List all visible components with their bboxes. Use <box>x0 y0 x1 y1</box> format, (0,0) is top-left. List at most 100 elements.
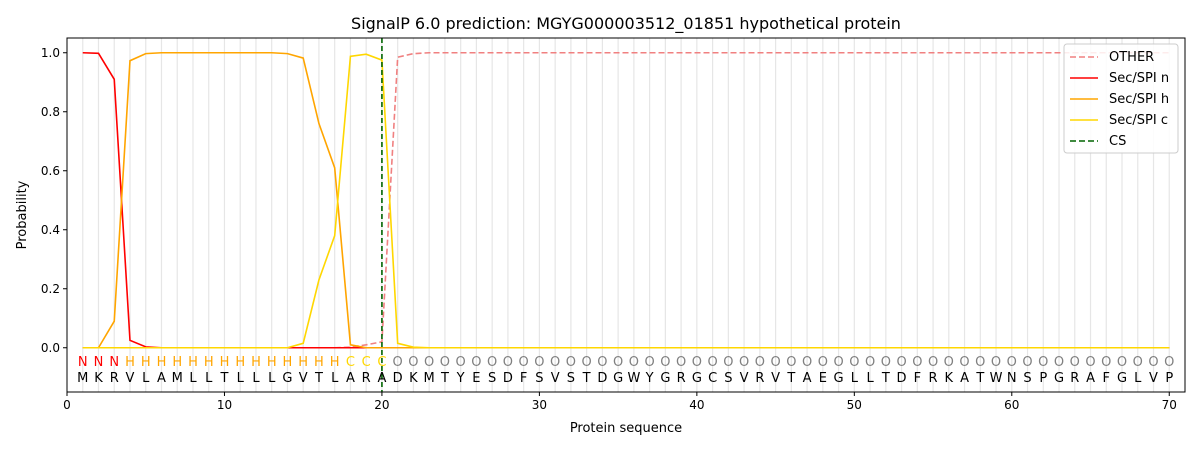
series-line-sec-spi-n <box>82 51 1170 349</box>
series-line-sec-spi-h <box>82 51 1170 349</box>
x-tick-label: 70 <box>1162 398 1177 412</box>
residue-label: A <box>960 371 969 386</box>
y-tick-label: 1.0 <box>41 46 60 60</box>
region-label: O <box>424 355 434 370</box>
region-label: O <box>723 355 733 370</box>
residue-label: W <box>990 371 1003 386</box>
region-label: O <box>1007 355 1017 370</box>
legend-box <box>1063 43 1179 154</box>
region-label: H <box>298 355 308 370</box>
region-label: H <box>172 355 182 370</box>
region-label: O <box>629 355 639 370</box>
region-label: O <box>582 355 592 370</box>
region-label: O <box>975 355 985 370</box>
residue-label: V <box>299 371 308 386</box>
residue-label: A <box>346 371 355 386</box>
residue-label: A <box>377 371 386 386</box>
residue-label: L <box>237 371 245 386</box>
residue-label: F <box>1103 371 1110 386</box>
region-label: O <box>1070 355 1080 370</box>
x-tick-label: 40 <box>689 398 704 412</box>
region-label: O <box>487 355 497 370</box>
legend-entry: Sec/SPI n <box>1109 71 1169 86</box>
region-label: O <box>707 355 717 370</box>
residue-label: A <box>803 371 812 386</box>
region-label: O <box>1148 355 1158 370</box>
residue-label: T <box>786 371 795 386</box>
x-tick-label: 20 <box>374 398 389 412</box>
residue-label: V <box>126 371 135 386</box>
residue-label: K <box>945 371 954 386</box>
region-label: N <box>94 355 104 370</box>
residue-label: P <box>1039 371 1047 386</box>
x-tick-label: 10 <box>217 398 232 412</box>
residue-label: A <box>157 371 166 386</box>
region-label: O <box>991 355 1001 370</box>
region-label: O <box>660 355 670 370</box>
residue-label: G <box>834 371 844 386</box>
region-label: O <box>786 355 796 370</box>
region-label: H <box>314 355 324 370</box>
legend-entry: Sec/SPI c <box>1109 113 1168 128</box>
residue-label: K <box>94 371 103 386</box>
region-label: C <box>362 355 371 370</box>
x-tick-label: 0 <box>63 398 71 412</box>
region-label: O <box>928 355 938 370</box>
region-label: O <box>471 355 481 370</box>
residue-label: M <box>77 371 88 386</box>
residue-label: W <box>627 371 640 386</box>
region-label: H <box>330 355 340 370</box>
residue-label: E <box>819 371 827 386</box>
residue-label: D <box>597 371 607 386</box>
legend-entry: CS <box>1109 134 1126 149</box>
residue-label: G <box>282 371 292 386</box>
region-label: O <box>408 355 418 370</box>
region-label: O <box>739 355 749 370</box>
y-tick-label: 0.4 <box>41 223 60 237</box>
legend-entry: Sec/SPI h <box>1109 92 1169 107</box>
region-label: O <box>1038 355 1048 370</box>
region-label: O <box>676 355 686 370</box>
region-label: O <box>818 355 828 370</box>
residue-label: L <box>1134 371 1142 386</box>
region-label: O <box>881 355 891 370</box>
residue-label: T <box>582 371 591 386</box>
residue-label: S <box>724 371 732 386</box>
y-tick-label: 0.2 <box>41 282 60 296</box>
region-label: O <box>1101 355 1111 370</box>
region-label: H <box>220 355 230 370</box>
residue-label: R <box>110 371 119 386</box>
residue-label: K <box>409 371 418 386</box>
residue-label: D <box>897 371 907 386</box>
residue-label: S <box>1023 371 1031 386</box>
residue-label: L <box>331 371 339 386</box>
region-label: O <box>755 355 765 370</box>
region-label: O <box>865 355 875 370</box>
residue-label: G <box>660 371 670 386</box>
residue-label: R <box>677 371 686 386</box>
region-label: O <box>566 355 576 370</box>
region-label: H <box>251 355 261 370</box>
residue-label: L <box>189 371 197 386</box>
residue-label: D <box>503 371 513 386</box>
region-label: H <box>267 355 277 370</box>
y-tick-label: 0.6 <box>41 164 60 178</box>
residue-label: L <box>851 371 859 386</box>
residue-label: M <box>172 371 183 386</box>
chart-title: SignalP 6.0 prediction: MGYG000003512_01… <box>351 14 901 34</box>
region-label: O <box>849 355 859 370</box>
region-label: O <box>597 355 607 370</box>
region-label: O <box>534 355 544 370</box>
y-tick-label: 0.8 <box>41 105 60 119</box>
region-label: H <box>141 355 151 370</box>
residue-label: R <box>1070 371 1079 386</box>
x-tick-label: 50 <box>847 398 862 412</box>
residue-label: D <box>393 371 403 386</box>
residue-label: F <box>914 371 921 386</box>
region-label: O <box>645 355 655 370</box>
residue-label: A <box>1086 371 1095 386</box>
residue-label: T <box>314 371 323 386</box>
region-label: H <box>283 355 293 370</box>
region-label: O <box>550 355 560 370</box>
